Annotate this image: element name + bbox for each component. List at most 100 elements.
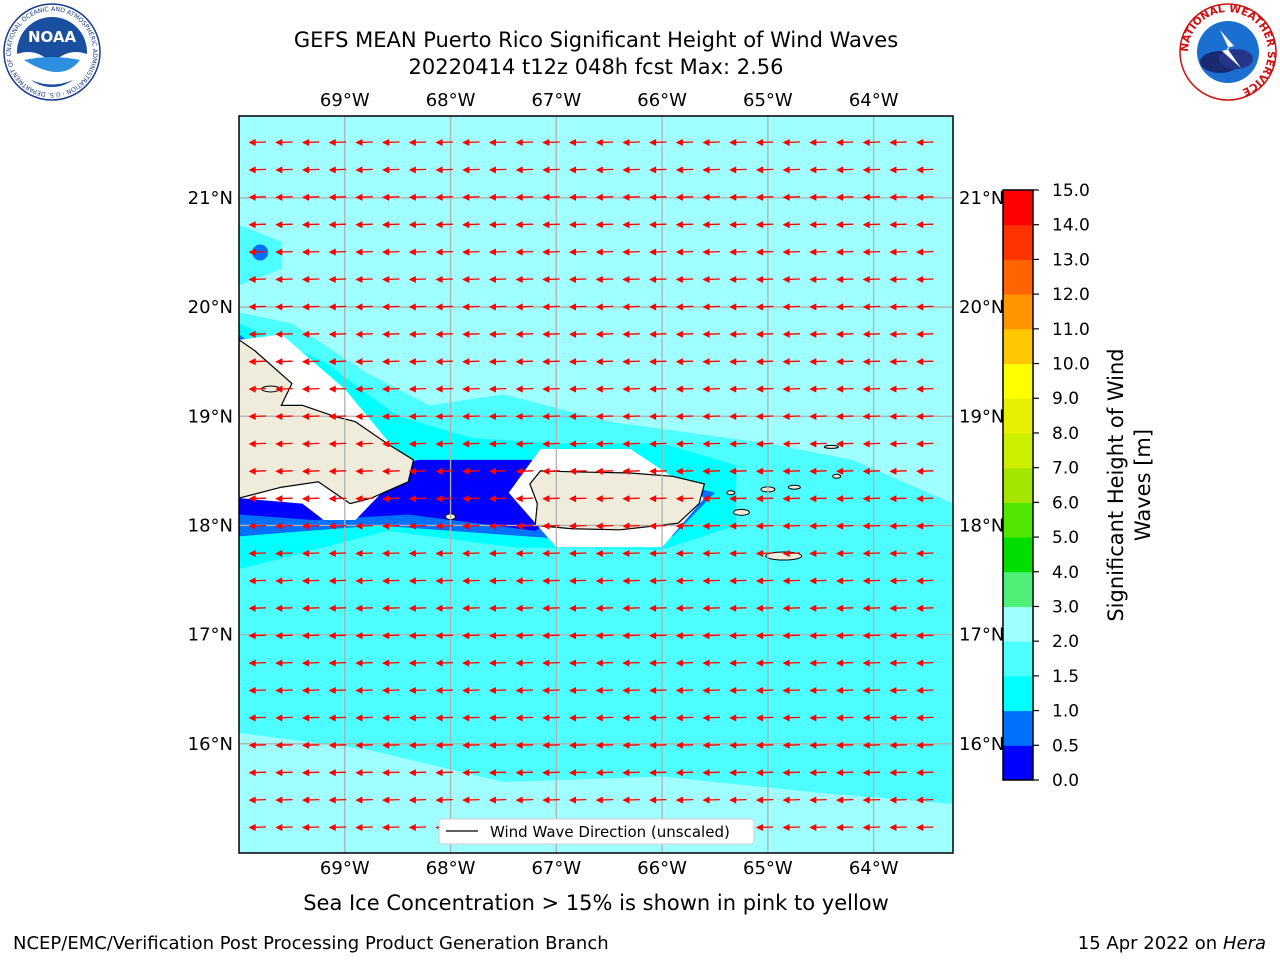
wind-wave-arrowhead	[488, 303, 496, 311]
wind-wave-arrowhead	[782, 385, 790, 393]
wind-wave-arrowhead	[435, 166, 443, 174]
colorbar-tick-label: 0.5	[1052, 736, 1079, 756]
wind-wave-arrowhead	[462, 138, 470, 147]
wind-wave-arrowhead	[275, 193, 283, 201]
wind-wave-arrowhead	[916, 522, 924, 530]
wind-wave-arrowhead	[408, 138, 416, 147]
wind-wave-arrowhead	[675, 221, 683, 229]
wind-wave-arrowhead	[889, 440, 897, 448]
wind-wave-arrowhead	[568, 440, 577, 448]
wind-wave-arrowhead	[275, 248, 283, 256]
wind-wave-arrowhead	[835, 632, 844, 640]
wind-wave-arrowhead	[702, 166, 710, 174]
wind-wave-arrowhead	[355, 549, 363, 558]
wind-wave-arrowhead	[275, 659, 283, 667]
wind-wave-arrowhead	[488, 549, 496, 558]
lon-tick-label-bottom: 67°W	[531, 858, 581, 879]
colorbar-segment	[1003, 571, 1033, 607]
wind-wave-arrowhead	[435, 440, 443, 448]
wind-wave-arrowhead	[835, 412, 844, 421]
wind-wave-arrowhead	[649, 166, 657, 174]
wind-wave-arrows	[248, 138, 934, 832]
wind-wave-arrowhead	[355, 769, 363, 777]
wind-wave-arrowhead	[542, 796, 550, 804]
wind-wave-arrowhead	[408, 577, 416, 585]
wind-wave-arrowhead	[595, 221, 603, 229]
wind-wave-arrowhead	[782, 714, 790, 722]
wind-wave-arrowhead	[462, 632, 470, 640]
wind-wave-arrowhead	[755, 686, 763, 695]
small-island	[832, 473, 842, 479]
wind-wave-arrowhead	[755, 714, 763, 722]
wind-wave-arrowhead	[515, 275, 523, 284]
wind-wave-arrowhead	[328, 686, 336, 695]
wind-wave-arrowhead	[515, 632, 523, 640]
wind-wave-arrowhead	[729, 330, 737, 338]
wind-wave-arrowhead	[862, 741, 870, 749]
wind-wave-arrowhead	[488, 330, 496, 338]
wind-wave-arrowhead	[835, 549, 844, 558]
wind-wave-arrowhead	[435, 495, 443, 503]
wind-wave-arrowhead	[275, 385, 283, 393]
wind-wave-arrowhead	[835, 604, 844, 612]
wind-wave-arrowhead	[809, 741, 817, 749]
wind-wave-arrowhead	[301, 440, 310, 448]
wind-wave-arrowhead	[649, 138, 657, 147]
wind-wave-arrowhead	[702, 549, 710, 558]
lon-tick-label-top: 69°W	[320, 90, 370, 111]
wind-wave-arrowhead	[328, 440, 336, 448]
wind-wave-arrowhead	[595, 796, 603, 804]
colorbar-segment	[1003, 224, 1033, 260]
wind-wave-arrowhead	[542, 549, 550, 558]
wind-wave-arrowhead	[702, 741, 710, 749]
wind-wave-arrowhead	[301, 686, 310, 695]
wind-wave-arrowhead	[649, 549, 657, 558]
wind-wave-arrowhead	[408, 166, 416, 174]
wind-wave-arrowhead	[435, 769, 443, 777]
wind-wave-arrowhead	[355, 248, 363, 256]
wind-wave-arrowhead	[301, 193, 310, 201]
wind-wave-arrowhead	[382, 549, 390, 558]
wind-wave-arrowhead	[782, 275, 790, 284]
wind-wave-arrowhead	[595, 714, 603, 722]
wind-wave-arrowhead	[675, 166, 683, 174]
wind-wave-arrowhead	[462, 221, 470, 229]
wind-wave-arrowhead	[809, 549, 817, 558]
wind-wave-arrowhead	[542, 138, 550, 147]
wind-wave-arrowhead	[355, 495, 363, 503]
wind-wave-arrowhead	[729, 522, 737, 530]
wind-wave-arrowhead	[515, 221, 523, 229]
wind-wave-arrowhead	[275, 604, 283, 612]
wind-wave-arrowhead	[622, 248, 630, 256]
wind-wave-arrowhead	[355, 440, 363, 448]
wind-wave-arrowhead	[916, 440, 924, 448]
wind-wave-arrowhead	[542, 714, 550, 722]
lon-tick-label-top: 68°W	[426, 90, 476, 111]
wind-wave-arrowhead	[916, 769, 924, 777]
wind-wave-arrowhead	[515, 714, 523, 722]
lon-tick-label-bottom: 69°W	[320, 858, 370, 879]
wind-wave-arrowhead	[408, 522, 416, 530]
wind-wave-arrowhead	[862, 166, 870, 174]
wind-wave-arrowhead	[702, 303, 710, 311]
wind-wave-arrowhead	[835, 741, 844, 749]
wind-wave-arrowhead	[435, 385, 443, 393]
wind-wave-arrowhead	[782, 166, 790, 174]
wind-wave-arrowhead	[755, 522, 763, 530]
wind-wave-arrowhead	[435, 741, 443, 749]
wind-wave-arrowhead	[248, 467, 256, 475]
wind-wave-arrowhead	[382, 221, 390, 229]
wind-wave-arrowhead	[515, 769, 523, 777]
wind-wave-arrowhead	[862, 604, 870, 612]
wind-wave-arrowhead	[916, 221, 924, 229]
colorbar-segment	[1003, 190, 1033, 226]
wind-wave-arrowhead	[809, 769, 817, 777]
wind-wave-arrowhead	[408, 193, 416, 201]
wind-wave-arrowhead	[702, 796, 710, 804]
wind-wave-arrowhead	[515, 549, 523, 558]
wind-wave-arrowhead	[675, 467, 683, 475]
wind-wave-arrowhead	[916, 330, 924, 338]
wind-wave-arrowhead	[755, 330, 763, 338]
wind-wave-arrowhead	[275, 440, 283, 448]
